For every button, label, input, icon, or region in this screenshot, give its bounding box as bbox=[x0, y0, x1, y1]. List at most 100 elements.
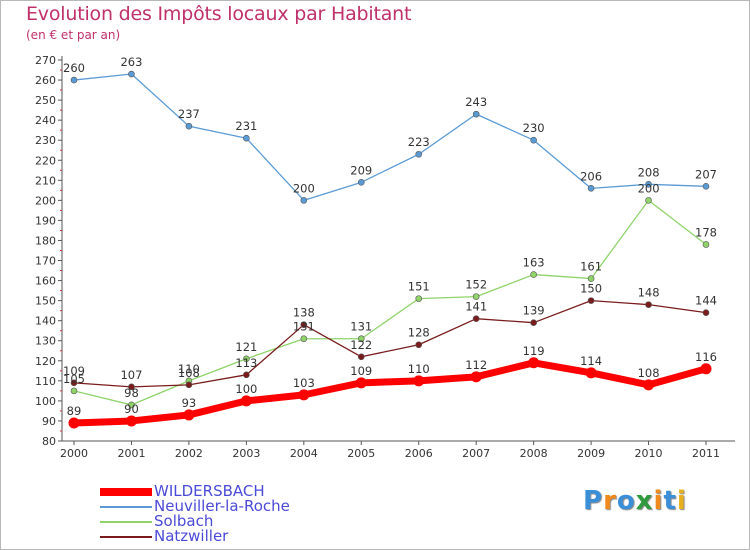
data-point bbox=[70, 379, 78, 387]
x-tick-label: 2004 bbox=[290, 447, 318, 460]
data-point bbox=[415, 341, 423, 349]
x-tick-label: 2007 bbox=[462, 447, 490, 460]
data-point bbox=[240, 395, 252, 407]
data-point bbox=[643, 379, 655, 391]
data-point bbox=[645, 197, 652, 204]
data-label: 263 bbox=[120, 55, 142, 69]
data-label: 207 bbox=[695, 167, 717, 181]
data-label: 116 bbox=[695, 350, 717, 364]
y-tick-label: 100 bbox=[35, 395, 56, 408]
x-tick-label: 2006 bbox=[405, 447, 433, 460]
legend-swatch bbox=[100, 520, 152, 523]
chart-title: Evolution des Impôts locaux par Habitant bbox=[26, 3, 412, 25]
data-point bbox=[300, 335, 308, 343]
data-label: 103 bbox=[293, 376, 315, 390]
legend-label: Solbach bbox=[154, 512, 214, 530]
data-label: 206 bbox=[580, 169, 602, 183]
data-point bbox=[702, 309, 710, 316]
data-point bbox=[472, 293, 480, 300]
logo-letter: P bbox=[583, 486, 604, 516]
x-tick-label: 2011 bbox=[692, 447, 720, 460]
data-label: 114 bbox=[580, 354, 602, 368]
legend-item: Solbach bbox=[100, 514, 290, 529]
data-label: 109 bbox=[350, 364, 372, 378]
data-label: 110 bbox=[408, 362, 430, 376]
x-tick-label: 2000 bbox=[60, 447, 88, 460]
data-point bbox=[128, 70, 135, 78]
data-label: 109 bbox=[63, 364, 85, 378]
data-point bbox=[128, 383, 135, 391]
data-point bbox=[415, 150, 423, 158]
y-tick-label: 210 bbox=[35, 174, 56, 187]
logo-letter: i bbox=[653, 486, 664, 516]
y-tick-label: 190 bbox=[35, 214, 56, 227]
data-point bbox=[128, 401, 135, 409]
y-tick-label: 180 bbox=[35, 234, 56, 247]
x-tick-label: 2003 bbox=[232, 447, 260, 460]
y-tick-label: 160 bbox=[35, 275, 56, 288]
data-point bbox=[357, 335, 365, 343]
y-tick-label: 140 bbox=[35, 315, 56, 328]
data-label: 138 bbox=[293, 306, 315, 320]
data-label: 107 bbox=[120, 368, 142, 382]
data-label: 128 bbox=[408, 326, 430, 340]
legend-label: Natzwiller bbox=[154, 527, 229, 545]
data-label: 230 bbox=[523, 121, 545, 135]
data-point bbox=[413, 375, 425, 387]
y-tick-label: 250 bbox=[35, 94, 56, 107]
data-label: 163 bbox=[523, 256, 545, 270]
legend-item: Neuviller-la-Roche bbox=[100, 499, 290, 514]
logo-letter: r bbox=[603, 486, 617, 516]
data-label: 151 bbox=[408, 280, 430, 294]
legend-label: Neuviller-la-Roche bbox=[154, 497, 290, 515]
x-tick-label: 2009 bbox=[577, 447, 605, 460]
data-point bbox=[587, 297, 595, 304]
proxiti-logo: Proxiti bbox=[583, 486, 687, 516]
data-point bbox=[587, 185, 595, 192]
y-tick-label: 80 bbox=[42, 435, 56, 448]
y-tick-label: 270 bbox=[35, 54, 56, 67]
y-tick-label: 200 bbox=[35, 194, 56, 207]
data-point bbox=[355, 377, 367, 389]
data-point bbox=[472, 110, 480, 118]
y-tick-label: 110 bbox=[35, 375, 56, 388]
data-point bbox=[700, 363, 712, 375]
data-point bbox=[243, 134, 250, 142]
data-point bbox=[530, 136, 537, 144]
data-point bbox=[470, 371, 482, 383]
data-label: 231 bbox=[235, 119, 257, 133]
x-tick-label: 2008 bbox=[520, 447, 548, 460]
data-label: 200 bbox=[293, 181, 315, 195]
legend-swatch bbox=[100, 487, 152, 496]
data-point bbox=[183, 409, 195, 421]
chart-subtitle: (en € et par an) bbox=[26, 28, 121, 42]
y-tick-label: 150 bbox=[35, 295, 56, 308]
data-point bbox=[415, 295, 423, 302]
data-label: 90 bbox=[124, 402, 139, 416]
x-tick-label: 2002 bbox=[175, 447, 203, 460]
data-label: 223 bbox=[408, 135, 430, 149]
data-label: 148 bbox=[638, 286, 660, 300]
legend-label: WILDERSBACH bbox=[154, 482, 265, 500]
data-label: 122 bbox=[350, 338, 372, 352]
data-label: 108 bbox=[178, 366, 200, 380]
data-point bbox=[702, 241, 710, 248]
data-label: 105 bbox=[63, 372, 85, 386]
data-point bbox=[125, 415, 137, 427]
data-label: 131 bbox=[293, 320, 315, 334]
data-point bbox=[243, 355, 250, 363]
x-tick-label: 2005 bbox=[347, 447, 375, 460]
data-label: 260 bbox=[63, 61, 85, 75]
data-label: 131 bbox=[350, 320, 372, 334]
data-point bbox=[70, 387, 78, 395]
y-tick-label: 120 bbox=[35, 355, 56, 368]
data-label: 178 bbox=[695, 225, 717, 239]
y-tick-label: 260 bbox=[35, 74, 56, 87]
data-label: 144 bbox=[695, 294, 717, 308]
data-label: 113 bbox=[235, 356, 257, 370]
x-tick-label: 2001 bbox=[117, 447, 145, 460]
logo-letter: t bbox=[663, 486, 677, 516]
data-label: 208 bbox=[638, 165, 660, 179]
data-label: 141 bbox=[465, 300, 487, 314]
